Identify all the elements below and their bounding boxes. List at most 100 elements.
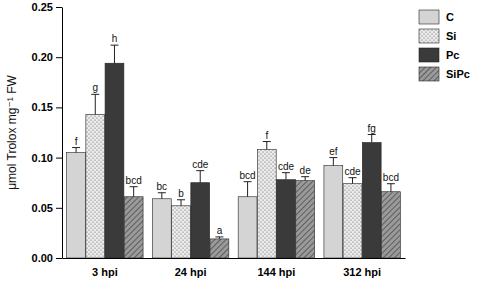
y-tick-mark: [56, 158, 62, 159]
x-axis-line: [63, 258, 406, 259]
x-tick-label: 312 hpi: [343, 266, 381, 278]
y-tick-mark: [56, 57, 62, 58]
bar: [362, 143, 381, 258]
error-cap: [196, 170, 204, 171]
y-tick-label: 0.25: [32, 1, 53, 13]
y-axis-line: [62, 8, 63, 259]
y-tick-label: 0.10: [32, 152, 53, 164]
bar: [67, 153, 86, 258]
x-tick: 144 hpi: [257, 258, 295, 278]
bars: [67, 45, 401, 258]
significance-letter: g: [92, 82, 98, 93]
error-bar: [158, 193, 166, 199]
bar: [238, 197, 257, 258]
legend-label: Pc: [446, 49, 459, 61]
y-tick-label: 0.15: [32, 101, 53, 113]
error-cap: [349, 177, 357, 178]
bar: [257, 150, 276, 258]
bar: [124, 197, 143, 258]
error-line: [200, 171, 201, 183]
error-bar: [91, 94, 99, 114]
y-tick-mark: [56, 107, 62, 108]
significance-letter: cde: [344, 166, 361, 177]
error-bar: [72, 148, 80, 153]
error-bar: [215, 237, 223, 239]
significance-letter: cde: [192, 159, 209, 170]
y-tick-mark: [56, 258, 62, 259]
x-tick-label: 3 hpi: [92, 266, 118, 278]
error-cap: [368, 134, 376, 135]
legend-swatch: [419, 10, 439, 24]
x-tick: 24 hpi: [175, 258, 207, 278]
error-cap: [329, 157, 337, 158]
bar: [86, 114, 105, 258]
bar: [172, 206, 191, 258]
x-tick: 312 hpi: [343, 258, 381, 278]
y-tick: 0.00: [32, 252, 62, 264]
y-tick-mark: [56, 208, 62, 209]
error-cap: [244, 181, 252, 182]
bar: [152, 199, 171, 258]
error-bar: [282, 173, 290, 180]
error-bar: [368, 135, 376, 143]
error-cap: [215, 236, 223, 237]
error-line: [95, 94, 96, 114]
error-line: [266, 142, 267, 150]
significance-letter: bcd: [383, 172, 399, 183]
y-tick: 0.10: [32, 152, 62, 164]
error-bar: [196, 171, 204, 183]
error-line: [371, 135, 372, 143]
error-bar: [349, 178, 357, 184]
significance-letter: fg: [368, 123, 376, 134]
bar: [191, 183, 210, 258]
error-bar: [177, 200, 185, 206]
legend-swatch: [419, 67, 439, 81]
error-line: [181, 200, 182, 206]
significance-letter: ef: [329, 146, 338, 157]
bar: [277, 180, 296, 258]
legend-entry: Si: [419, 29, 456, 43]
error-cap: [282, 172, 290, 173]
error-cap: [72, 147, 80, 148]
bar: [324, 166, 343, 258]
significance-letter: f: [265, 130, 268, 141]
error-cap: [110, 45, 118, 46]
y-axis: 0.00 0.05 0.10 0.15 0.20 0.25: [32, 1, 63, 264]
error-cap: [301, 176, 309, 177]
bar: [296, 181, 315, 258]
legend-swatch: [419, 29, 439, 43]
bar: [210, 239, 229, 258]
x-tick-label: 144 hpi: [257, 266, 295, 278]
error-line: [305, 177, 306, 181]
error-cap: [91, 94, 99, 95]
legend: CSiPcSiPc: [419, 10, 470, 81]
error-bar: [110, 45, 118, 63]
error-line: [76, 148, 77, 153]
error-line: [390, 184, 391, 192]
legend-label: Si: [446, 30, 456, 42]
error-cap: [387, 183, 395, 184]
y-tick-label: 0.05: [32, 202, 53, 214]
error-bar: [244, 182, 252, 197]
legend-entry: Pc: [419, 48, 459, 62]
error-line: [133, 187, 134, 197]
significance-letter: cde: [278, 161, 295, 172]
legend-entry: SiPc: [419, 67, 470, 81]
significance-letter: bc: [157, 181, 168, 192]
error-cap: [263, 141, 271, 142]
error-bar: [130, 187, 138, 197]
y-tick-label: 0.00: [32, 252, 53, 264]
error-bar: [387, 184, 395, 192]
error-bar: [263, 142, 271, 150]
y-tick: 0.25: [32, 1, 62, 13]
error-cap: [130, 186, 138, 187]
significance-letter: bcd: [240, 170, 256, 181]
x-axis: 3 hpi 24 hpi 144 hpi 312 hpi: [63, 258, 406, 278]
error-bar: [329, 158, 337, 166]
legend-label: SiPc: [446, 68, 470, 80]
significance-letter: de: [300, 165, 312, 176]
y-tick-label: 0.20: [32, 51, 53, 63]
error-cap: [158, 192, 166, 193]
y-tick-mark: [56, 7, 62, 8]
error-line: [285, 173, 286, 180]
